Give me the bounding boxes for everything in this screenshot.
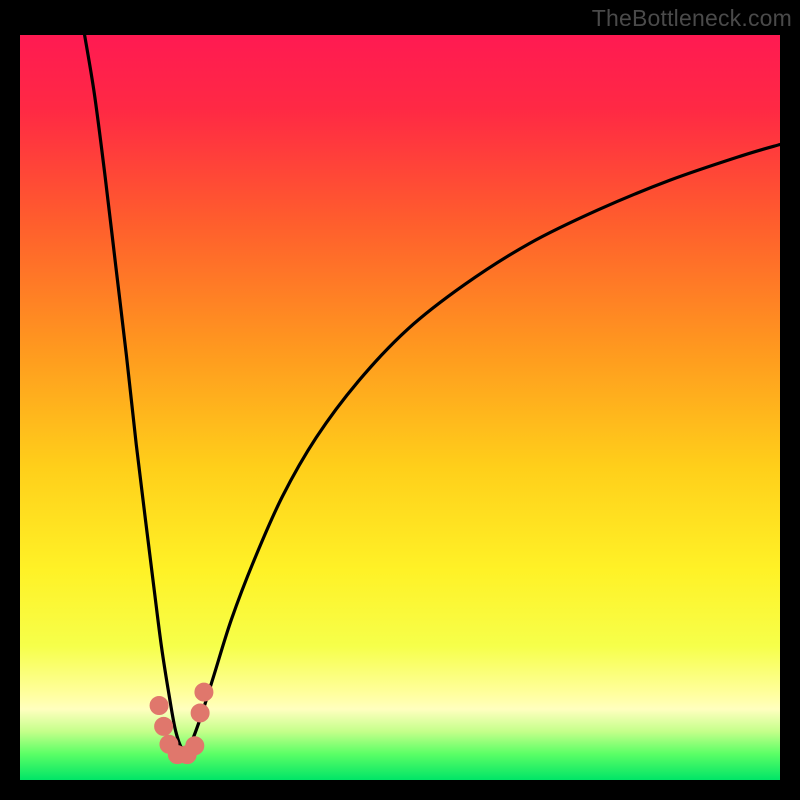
marker-dot (155, 717, 173, 735)
plot-area (20, 35, 780, 780)
gradient-background (20, 35, 780, 780)
marker-dot (191, 704, 209, 722)
marker-dot (186, 737, 204, 755)
marker-dot (150, 697, 168, 715)
watermark-text: TheBottleneck.com (592, 5, 792, 32)
chart-stage: TheBottleneck.com (0, 0, 800, 800)
chart-svg (20, 35, 780, 780)
marker-dot (195, 683, 213, 701)
